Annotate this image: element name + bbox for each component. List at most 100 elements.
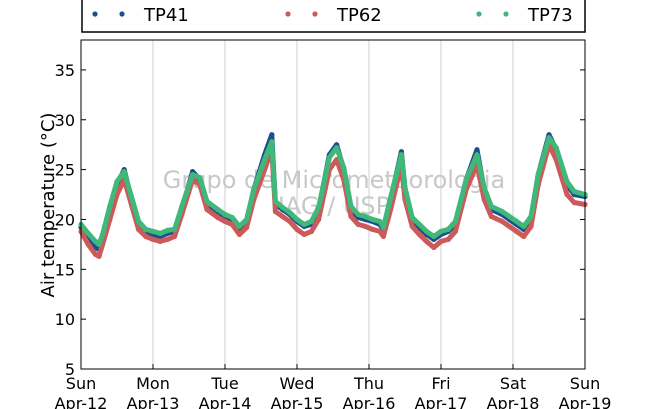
data-point — [269, 132, 275, 138]
y-tick-label: 5 — [65, 360, 75, 379]
x-tick-label-date: Apr-13 — [127, 394, 180, 409]
data-point — [85, 230, 91, 236]
data-point — [431, 233, 437, 239]
data-point — [445, 236, 451, 242]
data-point — [355, 221, 361, 227]
x-tick-label-date: Apr-18 — [487, 394, 540, 409]
y-tick-label: 10 — [55, 310, 75, 329]
watermark-line-2: IAG / USP — [278, 192, 390, 220]
data-point — [204, 206, 210, 213]
data-point — [377, 218, 383, 224]
data-point — [521, 223, 527, 229]
data-point — [416, 221, 422, 227]
data-point — [222, 211, 228, 218]
x-tick-label-day: Wed — [280, 374, 315, 393]
data-point — [150, 228, 156, 234]
data-point — [535, 172, 541, 178]
data-point — [409, 223, 415, 229]
y-tick-label: 20 — [55, 210, 75, 229]
data-point — [452, 218, 458, 224]
data-point — [348, 203, 354, 210]
y-axis-label: Air temperature (°C) — [38, 113, 59, 298]
data-point — [301, 221, 307, 227]
data-point — [107, 203, 113, 210]
data-point — [521, 233, 527, 239]
legend-marker — [476, 11, 482, 17]
data-point — [215, 206, 221, 213]
legend-item: TP41 — [92, 5, 189, 26]
data-point — [506, 213, 512, 220]
data-point — [398, 152, 404, 158]
legend-marker — [92, 11, 98, 17]
data-point — [438, 238, 444, 244]
data-point — [136, 218, 142, 224]
data-point — [215, 214, 221, 221]
x-tick-label-date: Apr-19 — [559, 394, 612, 409]
data-point — [564, 179, 570, 185]
x-tick-label-day: Sun — [570, 374, 600, 393]
legend: TP41 TP62 TP73 — [81, 0, 586, 33]
data-point — [172, 226, 178, 232]
x-tick-label-date: Apr-14 — [199, 394, 252, 409]
x-tick-label-date: Apr-15 — [271, 394, 324, 409]
data-point — [564, 191, 570, 198]
series-layer — [78, 132, 588, 259]
y-tick-label: 30 — [55, 111, 75, 130]
y-tick-label: 25 — [55, 161, 75, 180]
data-point — [334, 145, 340, 151]
data-point — [229, 214, 235, 221]
data-point — [431, 244, 437, 250]
data-point — [301, 231, 307, 237]
data-point — [488, 203, 494, 210]
x-tick-label-day: Mon — [136, 374, 170, 393]
y-axis: 5 10 15 20 25 30 35 — [55, 61, 585, 379]
legend-box — [81, 0, 586, 33]
data-point — [294, 226, 300, 232]
data-point — [164, 227, 170, 233]
data-point — [190, 172, 196, 178]
data-point — [416, 231, 422, 237]
data-point — [96, 241, 102, 247]
watermark: Grupo de Micrometeorologia IAG / USP — [163, 166, 505, 220]
data-point — [474, 152, 480, 158]
data-point — [157, 230, 163, 236]
data-point — [377, 228, 383, 234]
data-point — [424, 238, 430, 244]
legend-label: TP73 — [527, 5, 573, 26]
data-point — [114, 179, 120, 185]
data-point — [197, 175, 203, 181]
legend-marker — [312, 11, 318, 17]
x-axis: SunApr-12MonApr-13TueApr-14WedApr-15ThuA… — [55, 364, 612, 409]
data-point — [308, 218, 314, 224]
data-point — [348, 213, 354, 220]
data-point — [528, 213, 534, 220]
plot-area-frame — [80, 39, 586, 370]
data-point — [481, 196, 487, 203]
data-point — [136, 226, 142, 232]
x-tick-label-day: Sat — [500, 374, 526, 393]
data-point — [528, 223, 534, 229]
data-point — [326, 155, 332, 161]
data-point — [280, 204, 286, 211]
x-tick-label-date: Apr-17 — [415, 394, 468, 409]
data-point — [128, 193, 134, 200]
data-point — [269, 139, 275, 145]
data-point — [100, 231, 106, 237]
data-point — [571, 188, 577, 195]
data-point — [341, 165, 347, 171]
x-tick-label-day: Fri — [431, 374, 450, 393]
data-point — [272, 208, 278, 215]
data-point — [280, 213, 286, 220]
data-point — [272, 198, 278, 205]
data-point — [452, 228, 458, 234]
data-point — [164, 236, 170, 242]
legend-item: TP62 — [285, 5, 382, 26]
x-tick-label-date: Apr-12 — [55, 394, 108, 409]
data-point — [499, 208, 505, 215]
data-point — [143, 233, 149, 239]
data-point — [244, 224, 250, 230]
data-point — [287, 218, 293, 224]
data-point — [409, 214, 415, 221]
gridlines — [152, 40, 514, 369]
